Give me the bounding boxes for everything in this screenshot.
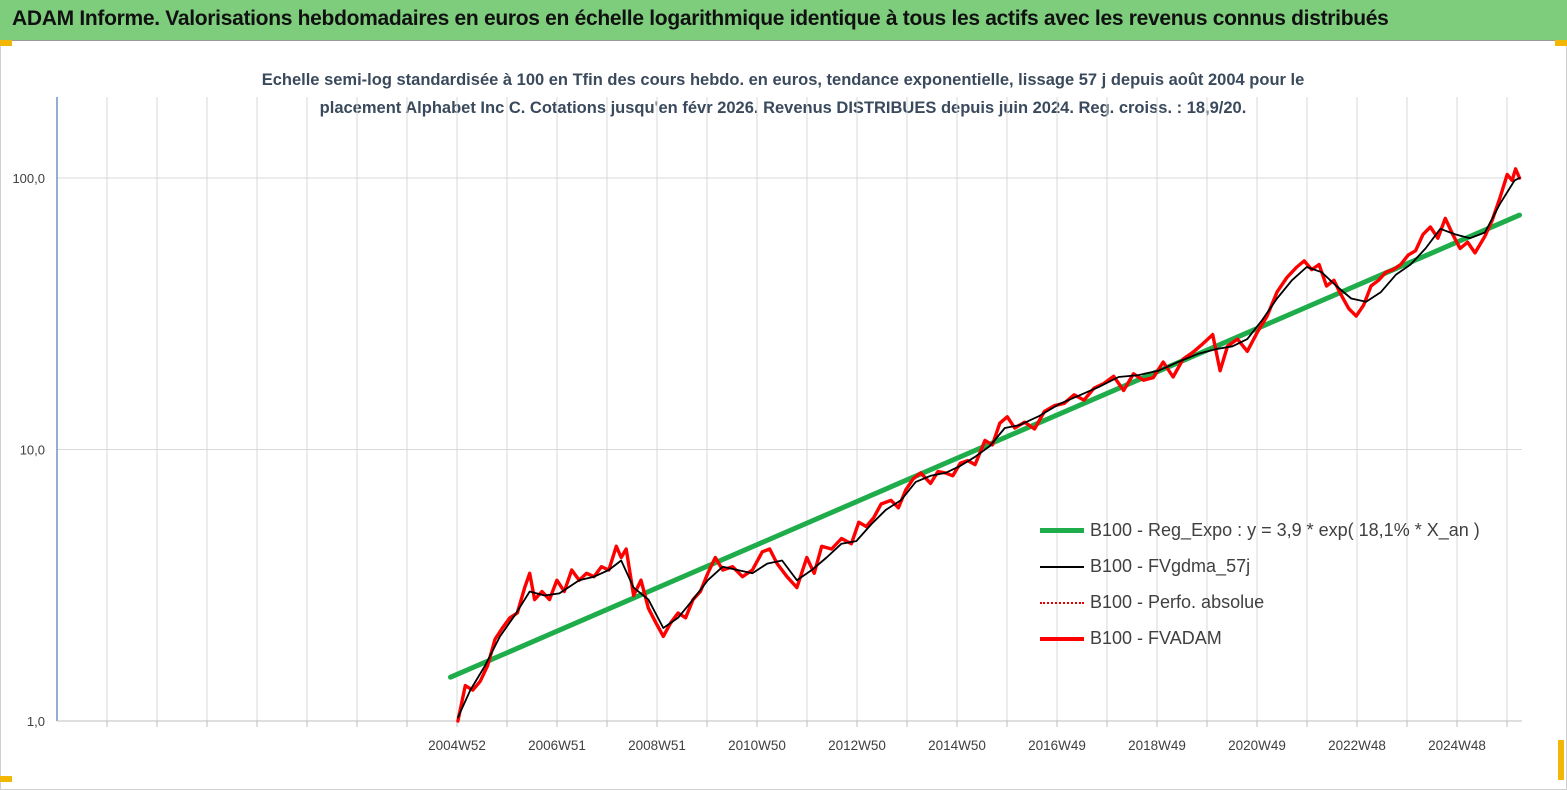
legend-label-fvadam: B100 - FVADAM (1090, 628, 1222, 648)
axes (56, 97, 1522, 727)
legend-item-perfo-absolue: B100 - Perfo. absolue (1040, 590, 1510, 618)
legend-swatch-perfo-absolue (1040, 602, 1084, 604)
x-tick-label: 2010W50 (728, 738, 786, 753)
x-tick-label: 2016W49 (1028, 738, 1086, 753)
tick-labels: 1,0 10,0 100,0 2004W52 2006W51 2008W51 2010W50… (12, 171, 1485, 753)
legend-swatch-fvadam (1040, 637, 1084, 641)
legend-item-reg-expo: B100 - Reg_Expo : y = 3,9 * exp( 18,1% *… (1040, 518, 1510, 546)
x-tick-label: 2022W48 (1328, 738, 1386, 753)
chart-subtitle: Echelle semi-log standardisée à 100 en T… (150, 66, 1416, 122)
x-tick-label: 2006W51 (528, 738, 586, 753)
corner-marker-top-right (1555, 40, 1567, 46)
corner-marker-top-left (0, 40, 12, 46)
legend-swatch-reg-expo (1040, 528, 1084, 533)
y-tick-label: 10,0 (20, 443, 45, 458)
header-band: ADAM Informe. Valorisations hebdomadaire… (0, 0, 1567, 41)
y-tick-label: 1,0 (27, 714, 45, 729)
x-tick-label: 2024W48 (1428, 738, 1486, 753)
x-tick-label: 2012W50 (828, 738, 886, 753)
chart-subtitle-line1: Echelle semi-log standardisée à 100 en T… (261, 71, 1305, 89)
y-tick-label: 100,0 (12, 171, 45, 186)
legend-label-perfo-absolue: B100 - Perfo. absolue (1090, 592, 1265, 612)
page-title: ADAM Informe. Valorisations hebdomadaire… (12, 7, 1389, 30)
x-tick-label: 2004W52 (428, 738, 486, 753)
series-line-thin-black (457, 177, 1521, 719)
legend-item-fvgdma: B100 - FVgdma_57j (1040, 554, 1510, 582)
legend-label-reg-expo: B100 - Reg_Expo : y = 3,9 * exp( 18,1% *… (1090, 520, 1480, 540)
legend-swatch-fvgdma (1040, 566, 1084, 568)
x-tick-label: 2008W51 (628, 738, 686, 753)
corner-marker-bottom-right (1558, 740, 1564, 780)
corner-marker-bottom-left (0, 776, 12, 782)
legend-item-fvadam: B100 - FVADAM (1040, 626, 1510, 654)
chart-subtitle-line2: placement Alphabet Inc C. Cotations jusq… (319, 99, 1247, 117)
x-tick-label: 2020W49 (1228, 738, 1286, 753)
series-lines (448, 167, 1522, 723)
legend-label-fvgdma: B100 - FVgdma_57j (1090, 556, 1251, 576)
x-tick-label: 2018W49 (1128, 738, 1186, 753)
x-tick-label: 2014W50 (928, 738, 986, 753)
